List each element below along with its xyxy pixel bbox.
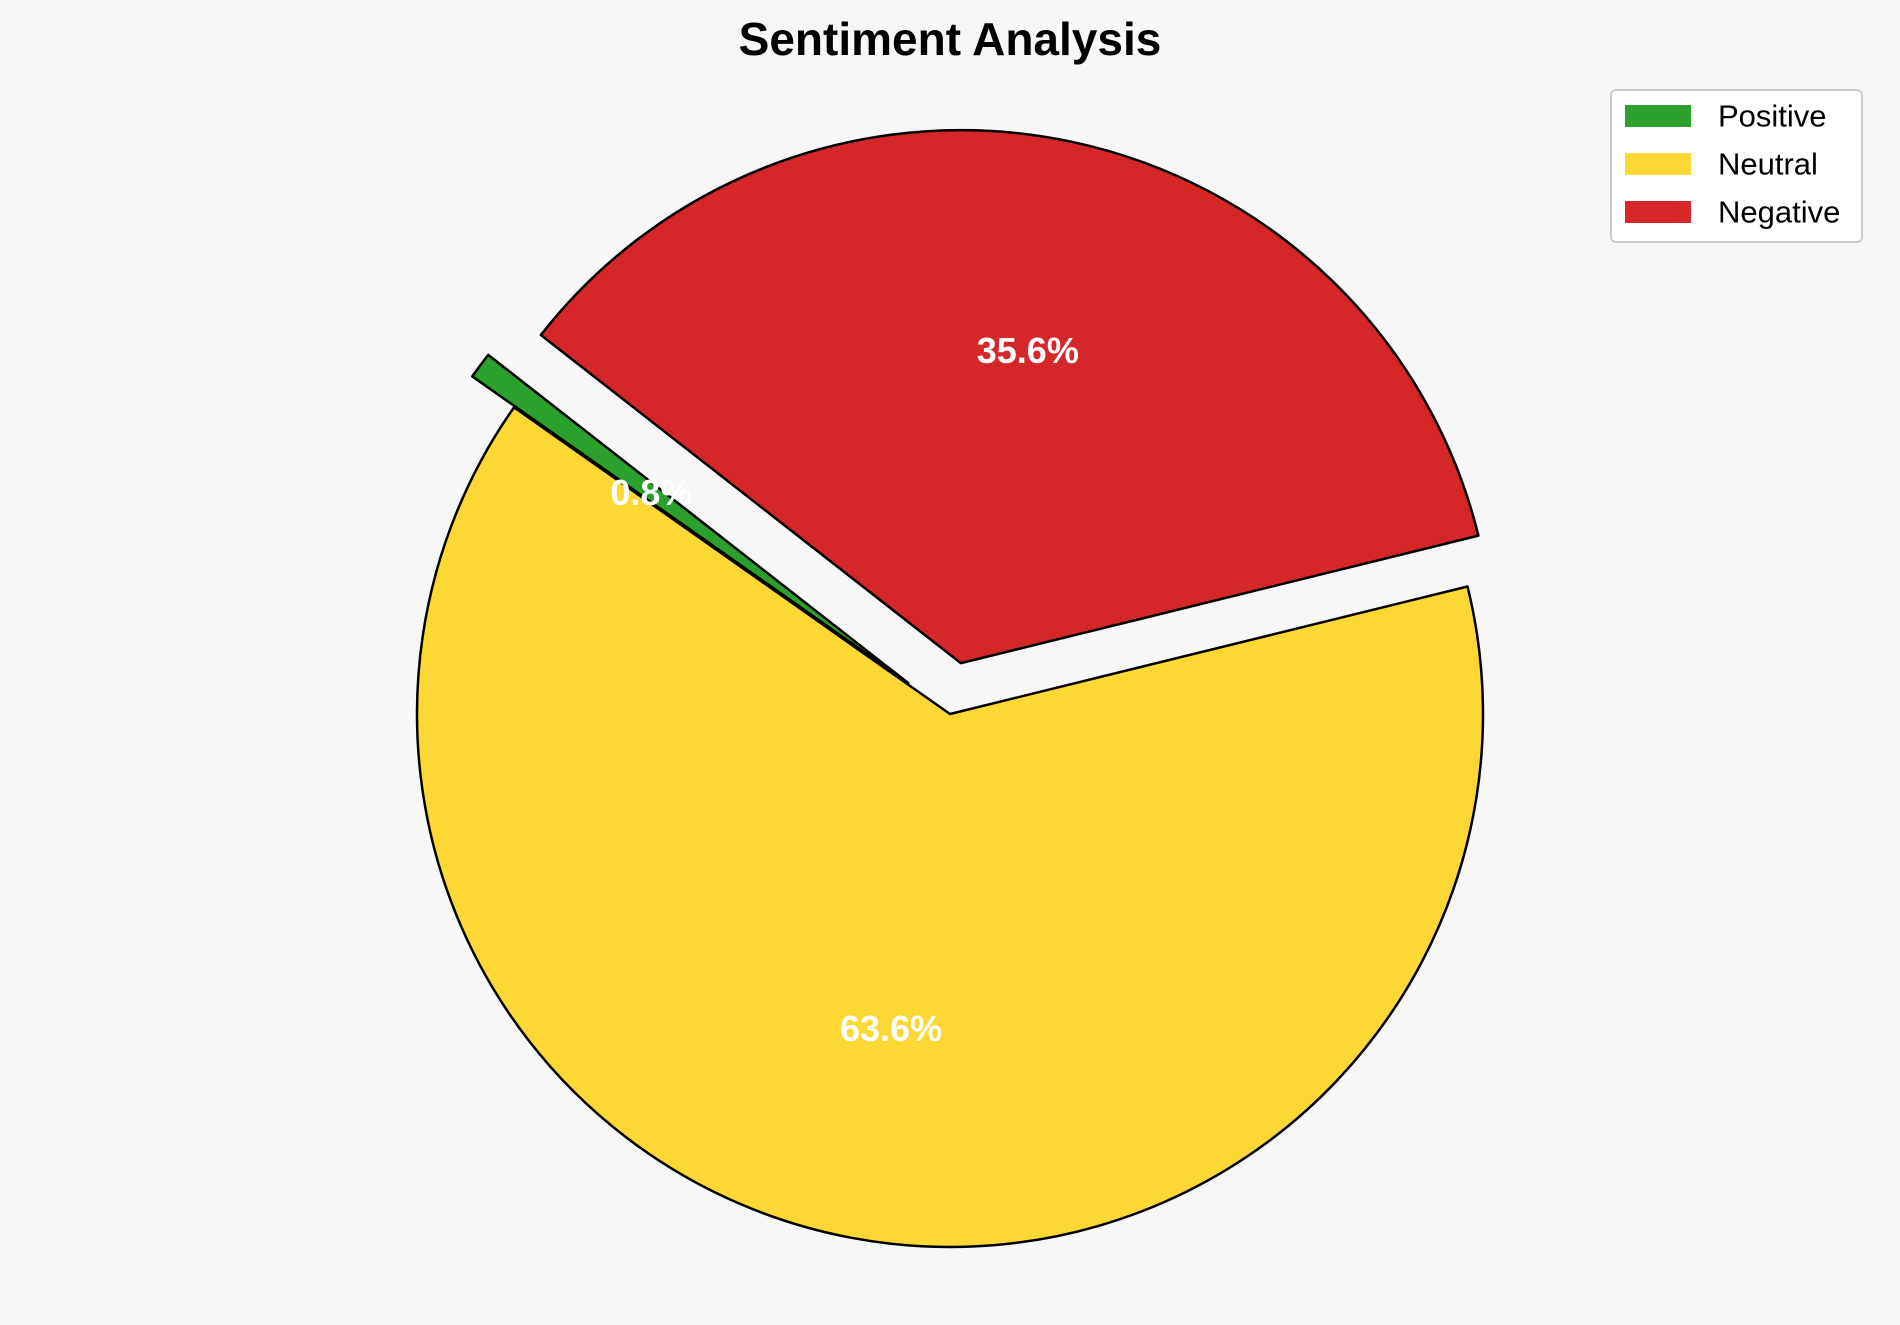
legend-swatch-negative (1625, 201, 1691, 223)
pie-slice-positive (471, 353, 910, 685)
legend-label-negative: Negative (1718, 195, 1840, 230)
legend-label-positive: Positive (1718, 99, 1827, 134)
legend-swatch-neutral (1625, 153, 1691, 175)
slice-label-negative: 35.6% (977, 330, 1079, 371)
legend-items: Positive Neutral Negative (1625, 99, 1840, 230)
legend-swatch-positive (1625, 105, 1691, 127)
chart-title: Sentiment Analysis (739, 13, 1162, 65)
slice-label-neutral: 63.6% (840, 1008, 942, 1049)
pie-slice-neutral (415, 406, 1485, 1249)
slice-label-positive: 0.8% (610, 472, 692, 513)
legend-label-neutral: Neutral (1718, 147, 1818, 182)
pie-slice-negative (539, 128, 1480, 665)
pie-slices (415, 128, 1485, 1249)
legend: Positive Neutral Negative (1610, 89, 1863, 243)
pie-slice-labels: 0.8% 63.6% 35.6% (610, 330, 1078, 1049)
